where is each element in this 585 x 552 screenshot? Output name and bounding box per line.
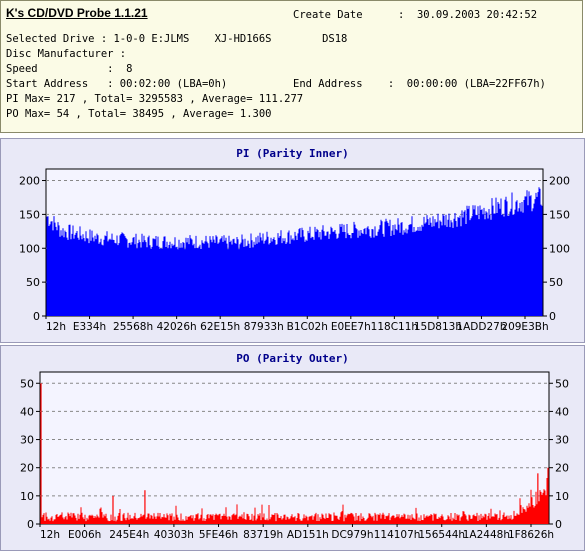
x-tick-label: 87933h — [244, 321, 284, 333]
x-tick-label: AD151h — [287, 529, 329, 541]
x-tick-label: 1ADD27h — [456, 321, 506, 333]
x-tick-label: 156544h — [418, 529, 465, 541]
y-tick-label: 150 — [19, 208, 40, 221]
y-tick-label-right: 200 — [549, 175, 570, 188]
x-tick-label: E006h — [68, 529, 101, 541]
pi-chart-panel: PI (Parity Inner) 0 0 50 50 100 100 150 150 200 2… — [0, 138, 585, 343]
y-tick-label-right: 100 — [549, 242, 570, 255]
create-date-label: Create Date — [293, 9, 363, 21]
y-tick-label: 30 — [20, 434, 34, 447]
plot-area — [39, 371, 550, 525]
y-tick-label: 100 — [19, 242, 40, 255]
y-tick-label-right: 10 — [555, 490, 569, 503]
po-chart: 0 0 10 10 20 20 30 30 40 40 50 50 12h E006h 245E4h 4030… — [20, 371, 569, 541]
y-tick-label-right: 150 — [549, 208, 570, 221]
disc-info-panel: K's CD/DVD Probe 1.1.21 Create Date : 30… — [0, 0, 583, 133]
speed: Speed : 8 — [6, 63, 133, 75]
x-tick-label: 5FE46h — [199, 529, 238, 541]
disc-manufacturer: Disc Manufacturer : — [6, 48, 127, 60]
x-tick-label: B1C02h — [287, 321, 328, 333]
y-tick-label: 10 — [20, 490, 34, 503]
y-tick-label-right: 0 — [555, 518, 562, 531]
bar-series — [46, 187, 543, 316]
x-tick-label: 12h — [40, 529, 60, 541]
x-tick-label: 15D813h — [414, 321, 462, 333]
pi-chart: 0 0 50 50 100 100 150 150 200 200 12h E334h 25568h 42… — [19, 168, 570, 333]
y-tick-label-right: 50 — [549, 276, 563, 289]
x-tick-label: 83719h — [243, 529, 283, 541]
po-chart-panel: PO (Parity Outer) 0 0 10 10 20 20 30 30 40 40 50 50… — [0, 345, 585, 551]
x-tick-label: 118C11h — [371, 321, 418, 333]
start-address: Start Address : 00:02:00 (LBA=0h) — [6, 78, 228, 90]
y-tick-label: 50 — [20, 377, 34, 390]
y-tick-label-right: 40 — [555, 405, 569, 418]
create-date-value: : 30.09.2003 20:42:52 — [398, 9, 538, 21]
x-tick-label: 1A2448h — [463, 529, 510, 541]
po-summary: PO Max= 54 , Total= 38495 , Average= 1.3… — [6, 108, 272, 120]
selected-drive: Selected Drive : 1-0-0 E:JLMS XJ-HD166S … — [6, 33, 348, 45]
x-tick-label: 25568h — [113, 321, 153, 333]
y-tick-label-right: 30 — [555, 434, 569, 447]
x-tick-label: 12h — [46, 321, 66, 333]
x-tick-label: DC979h — [331, 529, 373, 541]
bars — [46, 187, 543, 316]
pi-chart-title: PI (Parity Inner) — [236, 147, 349, 160]
y-tick-label: 20 — [20, 462, 34, 475]
x-tick-label: 245E4h — [109, 529, 149, 541]
x-tick-label: 62E15h — [200, 321, 240, 333]
y-tick-label: 0 — [27, 518, 34, 531]
x-tick-label: E0EE7h — [331, 321, 371, 333]
end-address: End Address : 00:00:00 (LBA=22FF67h) — [293, 78, 546, 90]
x-tick-label: 42026h — [157, 321, 197, 333]
x-tick-label: 1F8626h — [508, 529, 554, 541]
y-tick-label: 50 — [26, 276, 40, 289]
app-title: K's CD/DVD Probe 1.1.21 — [6, 6, 148, 20]
y-tick-label-right: 50 — [555, 377, 569, 390]
y-tick-label: 200 — [19, 175, 40, 188]
x-tick-label: E334h — [73, 321, 106, 333]
x-tick-label: 40303h — [154, 529, 194, 541]
y-tick-label-right: 20 — [555, 462, 569, 475]
x-tick-label: 114107h — [374, 529, 421, 541]
x-tick-label: 209E3Bh — [501, 321, 548, 333]
po-chart-title: PO (Parity Outer) — [236, 352, 349, 365]
y-tick-label: 40 — [20, 405, 34, 418]
pi-summary: PI Max= 217 , Total= 3295583 , Average= … — [6, 93, 304, 105]
y-tick-label-right: 0 — [549, 310, 556, 323]
y-tick-label: 0 — [33, 310, 40, 323]
